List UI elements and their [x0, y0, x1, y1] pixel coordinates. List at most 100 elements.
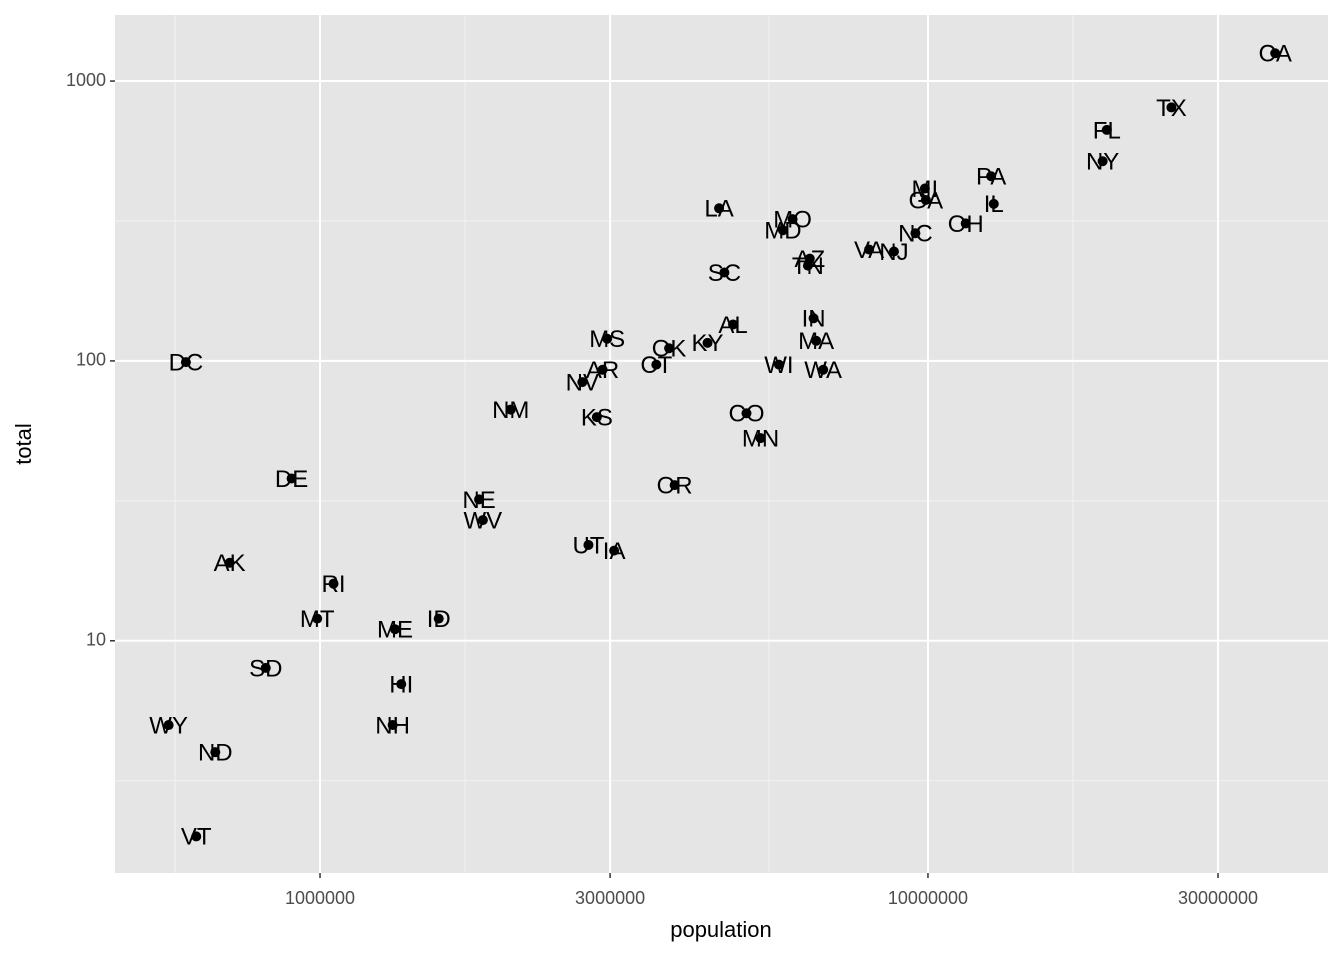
point-label: OK	[652, 336, 687, 363]
point	[577, 377, 588, 388]
point	[802, 260, 813, 271]
point-label: RI	[322, 571, 346, 598]
point	[702, 337, 713, 348]
point	[180, 357, 191, 368]
point	[818, 364, 829, 375]
point	[210, 747, 221, 758]
point	[597, 364, 608, 375]
x-tick-label: 1000000	[285, 888, 355, 908]
point-label: MN	[742, 425, 779, 452]
point	[773, 359, 784, 370]
y-tick-label: 10	[86, 630, 106, 650]
point	[396, 679, 407, 690]
point-label: ME	[377, 617, 413, 644]
point-label: PA	[976, 164, 1006, 191]
point	[163, 720, 174, 731]
point	[602, 333, 613, 344]
point-label: MT	[300, 606, 335, 633]
point	[888, 246, 899, 257]
point	[651, 359, 662, 370]
point-label: TX	[1156, 95, 1187, 122]
point-label: OH	[948, 211, 984, 238]
point-label: MO	[773, 207, 812, 234]
point-label: VT	[181, 824, 212, 851]
point	[808, 313, 819, 324]
point	[583, 539, 594, 550]
point	[787, 214, 798, 225]
point	[389, 624, 400, 635]
point-label: KY	[692, 330, 724, 357]
point	[224, 557, 235, 568]
point-label: WA	[804, 357, 842, 384]
point-label: LA	[704, 196, 733, 223]
point	[755, 433, 766, 444]
point	[191, 831, 202, 842]
x-tick-label: 10000000	[888, 888, 968, 908]
x-axis-title: population	[670, 917, 772, 942]
point	[910, 228, 921, 239]
point	[328, 578, 339, 589]
point	[920, 194, 931, 205]
point-label: TN	[792, 253, 824, 280]
point-label: NE	[462, 487, 495, 514]
point-label: WY	[149, 712, 188, 739]
x-tick-label: 30000000	[1178, 888, 1258, 908]
point	[477, 515, 488, 526]
point	[669, 480, 680, 491]
point-label: AL	[718, 312, 747, 339]
point	[387, 720, 398, 731]
point	[1166, 102, 1177, 113]
point-label: NJ	[879, 239, 908, 266]
point-label: MS	[589, 326, 625, 353]
point-label: ID	[427, 606, 451, 633]
point-label: MI	[912, 176, 939, 203]
point	[609, 545, 620, 556]
point-label: AR	[586, 357, 619, 384]
point-label: DC	[169, 349, 204, 376]
y-axis-title: total	[11, 423, 36, 465]
point	[474, 494, 485, 505]
point-label: VA	[854, 237, 884, 264]
point	[505, 404, 516, 415]
point-label: MA	[798, 328, 834, 355]
point	[741, 408, 752, 419]
point	[1270, 48, 1281, 59]
point-label: IN	[802, 306, 826, 333]
point-label: NH	[375, 712, 410, 739]
point-label: ND	[198, 739, 233, 766]
point-label: KS	[581, 404, 613, 431]
point-label: UT	[572, 532, 604, 559]
point-label: OR	[657, 472, 693, 499]
point-label: NV	[566, 369, 599, 396]
point-label: SC	[708, 260, 741, 287]
point-label: NM	[492, 397, 529, 424]
point	[986, 171, 997, 182]
point	[1097, 156, 1108, 167]
point-label: FL	[1093, 117, 1121, 144]
point	[988, 198, 999, 209]
point-label: SD	[249, 655, 282, 682]
point-label: CT	[640, 352, 672, 379]
point	[286, 473, 297, 484]
point	[714, 203, 725, 214]
point-label: DE	[275, 466, 308, 493]
point-label: CO	[728, 401, 764, 428]
point	[719, 267, 730, 278]
point	[312, 613, 323, 624]
point	[864, 244, 875, 255]
plot-panel	[115, 15, 1328, 873]
point-label: NC	[898, 221, 933, 248]
x-tick-label: 3000000	[575, 888, 645, 908]
point	[811, 335, 822, 346]
point	[728, 319, 739, 330]
point-label: CA	[1259, 41, 1292, 68]
point	[919, 183, 930, 194]
point	[260, 662, 271, 673]
point	[664, 343, 675, 354]
point	[777, 225, 788, 236]
point-label: AK	[214, 550, 246, 577]
y-tick-label: 1000	[66, 70, 106, 90]
point	[960, 218, 971, 229]
point	[591, 412, 602, 423]
